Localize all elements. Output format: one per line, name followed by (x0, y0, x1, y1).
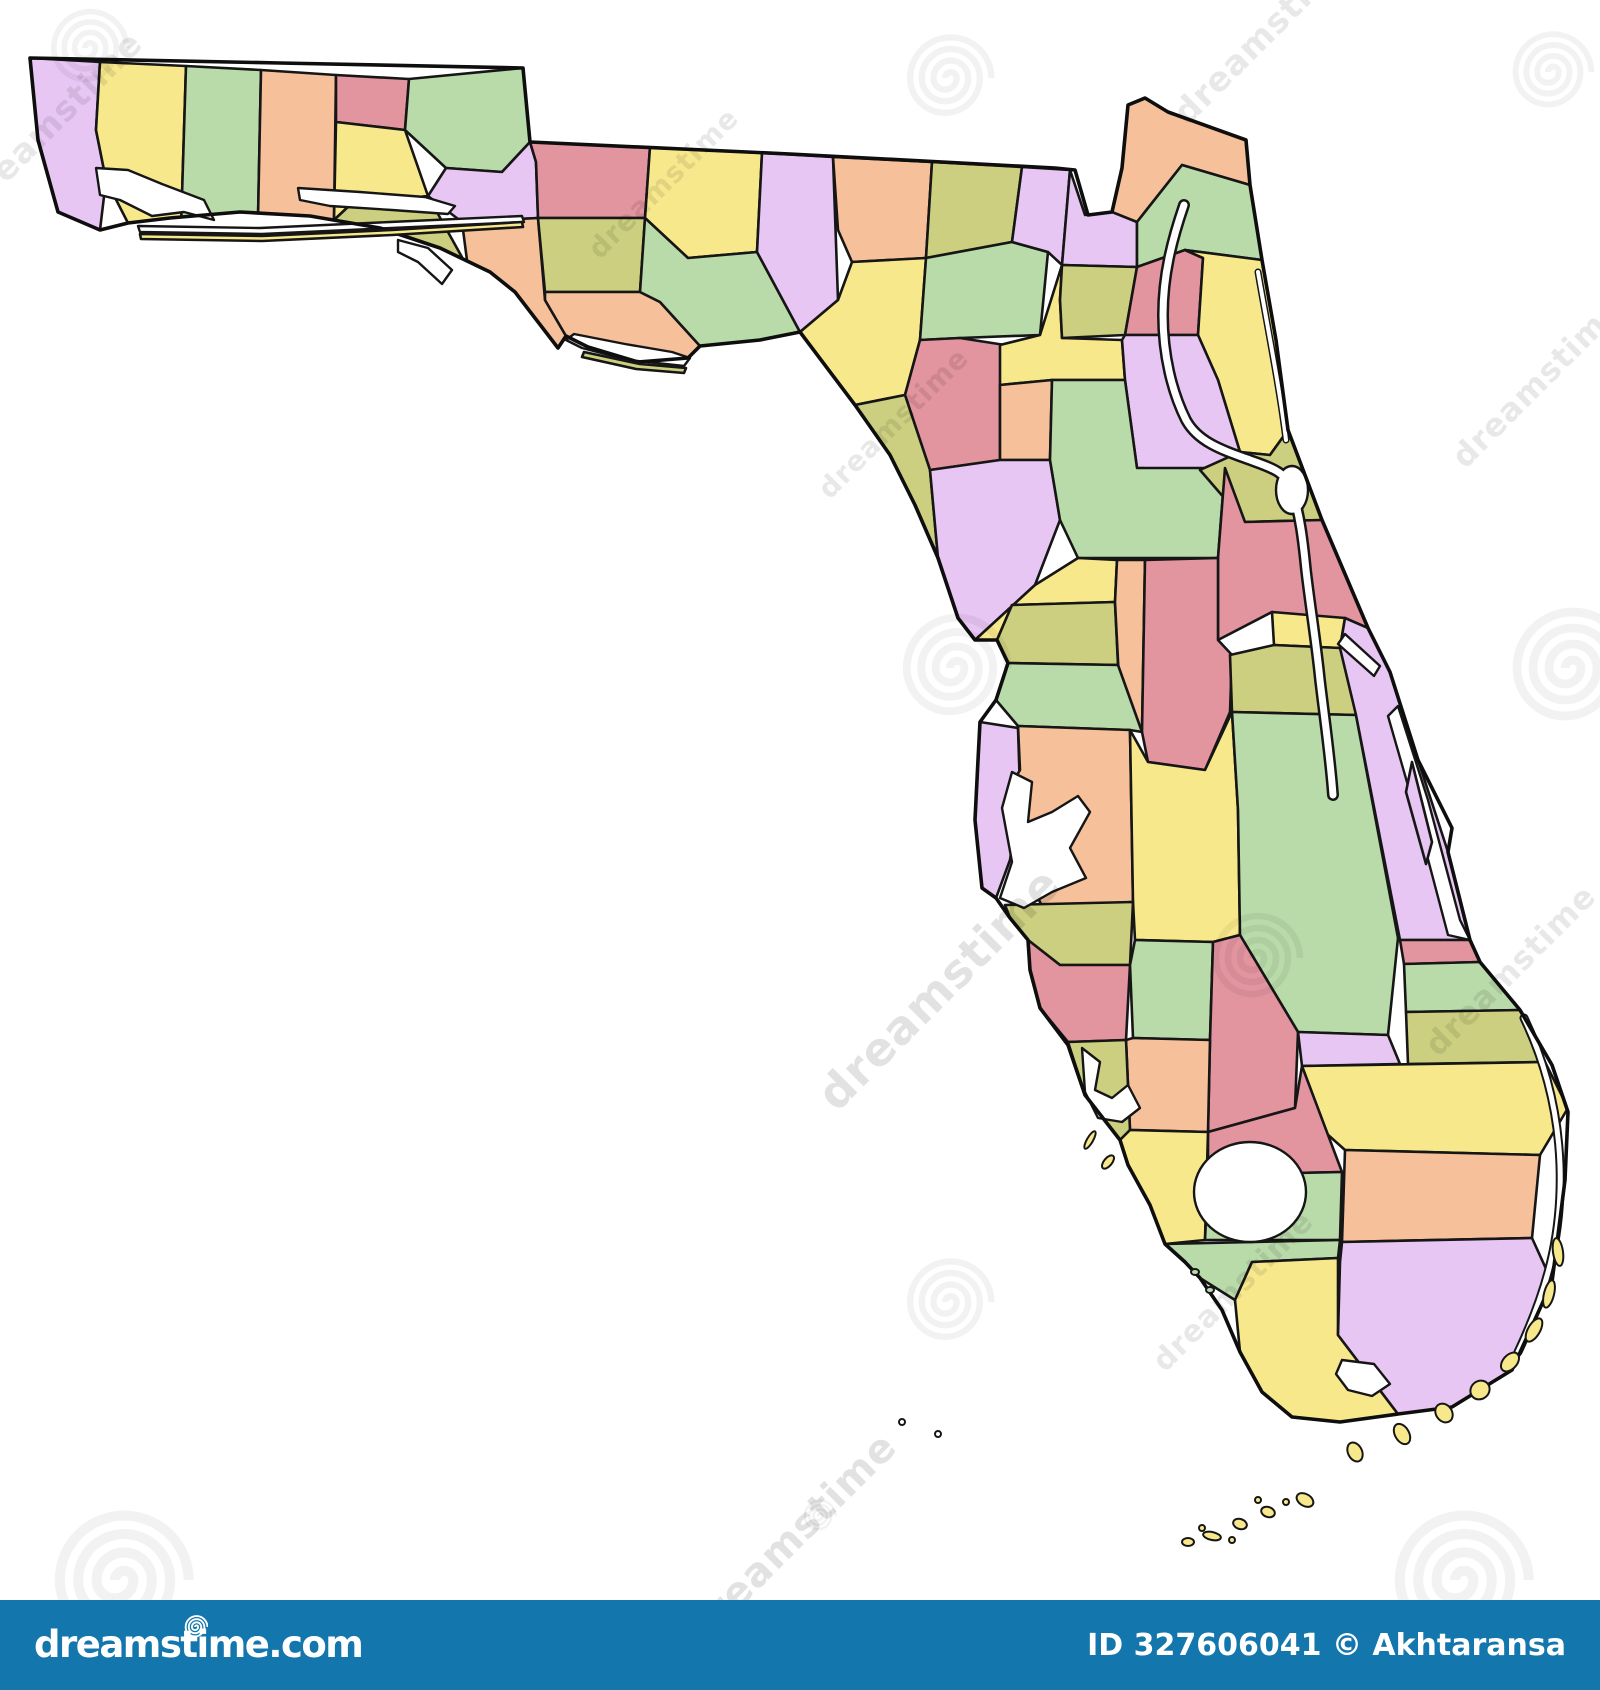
barrier-island-channel (1515, 1015, 1563, 1355)
key-island (1295, 1492, 1315, 1508)
florida-county-map: dreamstime dreamstime dreamstime dreamst… (0, 0, 1600, 1600)
coastal-islet (1190, 1268, 1200, 1276)
water-body (136, 214, 526, 236)
watermark-spiral-icon (60, 1516, 189, 1600)
barrier-island (138, 220, 525, 243)
county-shape (1124, 1036, 1212, 1134)
key-island (1232, 1517, 1248, 1531)
key-island (1346, 1441, 1364, 1463)
mosquito-lagoon (1336, 632, 1382, 678)
watermark-spiral-icon (910, 37, 991, 112)
dreamstime-logo: dreamstime.com (34, 1600, 364, 1690)
watermark-text: dreamstime (1444, 289, 1600, 475)
small-island (898, 1418, 906, 1426)
county-shape (831, 155, 934, 264)
county-shape (1296, 1060, 1568, 1157)
watermark-text: dreamstime (676, 1424, 906, 1600)
coastal-lagoon (1256, 270, 1288, 442)
watermark-text: dreamstime (1166, 0, 1363, 133)
image-id-label: ID 327606041 © Akhtaransa (1087, 1627, 1566, 1663)
water-body (564, 332, 692, 368)
county-shape (998, 378, 1054, 462)
small-island (934, 1430, 942, 1438)
key-island (1469, 1379, 1491, 1401)
key-island (1499, 1351, 1521, 1373)
merritt-island (1404, 760, 1434, 866)
key-island (1434, 1402, 1454, 1424)
indian-river-lagoon (1386, 704, 1472, 942)
tampa-bay (998, 770, 1092, 910)
watermark-spiral-icon (910, 1261, 991, 1336)
county-shape (994, 661, 1144, 734)
key-island (1524, 1317, 1544, 1343)
key-island (1228, 1536, 1236, 1544)
whitewater-bay (1334, 1358, 1392, 1398)
watermark-spiral-icon (907, 618, 1008, 712)
county-shape (918, 240, 1050, 342)
key-island (1260, 1505, 1276, 1519)
watermark-spiral-icon (1400, 1516, 1529, 1600)
county-shape (1140, 556, 1234, 772)
water-bodies (94, 166, 1565, 1398)
county-shape (1128, 938, 1215, 1042)
water-body (396, 238, 454, 286)
coastal-islet (1101, 1154, 1115, 1170)
barrier-island (580, 350, 688, 375)
key-island (1392, 1422, 1412, 1446)
county-shape (334, 73, 411, 132)
map-image: dreamstime dreamstime dreamstime dreamst… (0, 0, 1600, 1600)
key-island (1254, 1496, 1262, 1504)
key-island (1282, 1498, 1290, 1506)
key-island (1198, 1524, 1206, 1532)
logo-spiral-icon (184, 1615, 208, 1638)
water-body (296, 186, 457, 216)
county-shape (1058, 263, 1139, 340)
florida-keys (898, 1130, 1565, 1547)
coastal-islet (1205, 1286, 1215, 1294)
key-island (1551, 1237, 1565, 1267)
county-shape (995, 600, 1120, 667)
key-island (1202, 1530, 1222, 1542)
key-island (1181, 1537, 1195, 1547)
st-johns-river (1159, 201, 1337, 799)
lake-okeechobee (1192, 1140, 1308, 1244)
coastal-islet (1083, 1130, 1097, 1150)
county-shape (403, 66, 532, 174)
county-shape (1296, 1030, 1402, 1068)
dreamstime-logo-text: dreamstime.com (34, 1623, 364, 1666)
watermark-bar: dreamstime.com ID 327606041 © Akhtaransa (0, 1600, 1600, 1690)
watermark-spiral-icon (1517, 612, 1600, 716)
county-shape (1340, 1148, 1542, 1244)
county-shape (1398, 938, 1482, 966)
key-island (1542, 1279, 1556, 1309)
watermark-text: dreamstime (806, 856, 1071, 1121)
watermark-spiral-icon (1516, 34, 1592, 104)
